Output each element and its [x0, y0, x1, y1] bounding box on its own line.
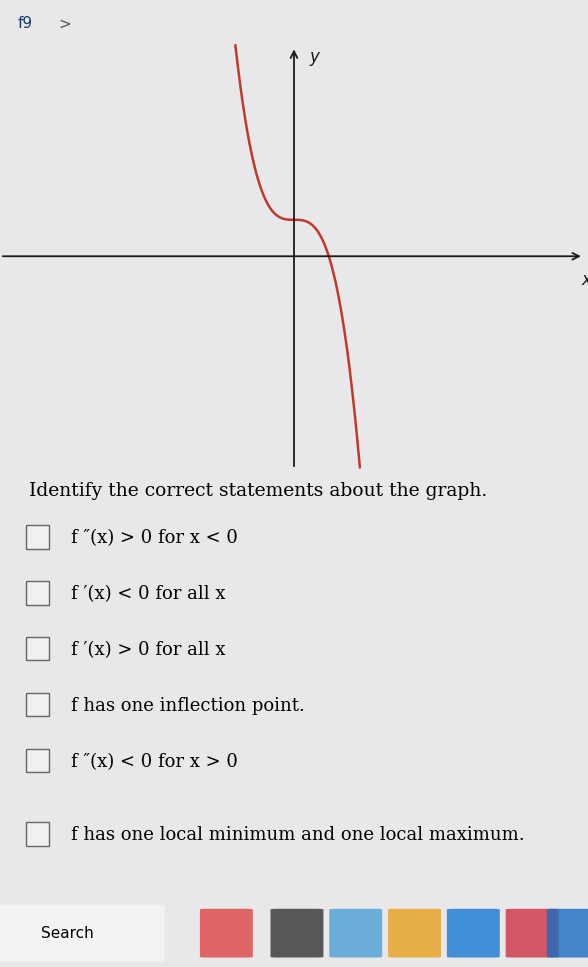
FancyBboxPatch shape [0, 905, 165, 961]
FancyBboxPatch shape [26, 822, 49, 845]
FancyBboxPatch shape [447, 909, 500, 957]
Text: f9: f9 [18, 16, 33, 32]
FancyBboxPatch shape [388, 909, 441, 957]
Text: f ′(x) > 0 for all x: f ′(x) > 0 for all x [71, 641, 225, 659]
FancyBboxPatch shape [200, 909, 253, 957]
FancyBboxPatch shape [26, 748, 49, 773]
FancyBboxPatch shape [26, 525, 49, 548]
FancyBboxPatch shape [270, 909, 323, 957]
FancyBboxPatch shape [26, 692, 49, 717]
FancyBboxPatch shape [26, 581, 49, 604]
Text: Search: Search [41, 925, 94, 941]
Text: f ″(x) > 0 for x < 0: f ″(x) > 0 for x < 0 [71, 529, 238, 547]
Text: f has one inflection point.: f has one inflection point. [71, 696, 305, 715]
Text: f ′(x) < 0 for all x: f ′(x) < 0 for all x [71, 585, 225, 602]
FancyBboxPatch shape [26, 637, 49, 660]
Text: y: y [309, 48, 319, 67]
Text: f has one local minimum and one local maximum.: f has one local minimum and one local ma… [71, 826, 524, 844]
FancyBboxPatch shape [329, 909, 382, 957]
Text: >: > [59, 16, 72, 32]
FancyBboxPatch shape [547, 909, 588, 957]
FancyBboxPatch shape [506, 909, 559, 957]
Text: Identify the correct statements about the graph.: Identify the correct statements about th… [29, 482, 487, 500]
Text: f ″(x) < 0 for x > 0: f ″(x) < 0 for x > 0 [71, 752, 238, 771]
Text: x: x [582, 272, 588, 289]
